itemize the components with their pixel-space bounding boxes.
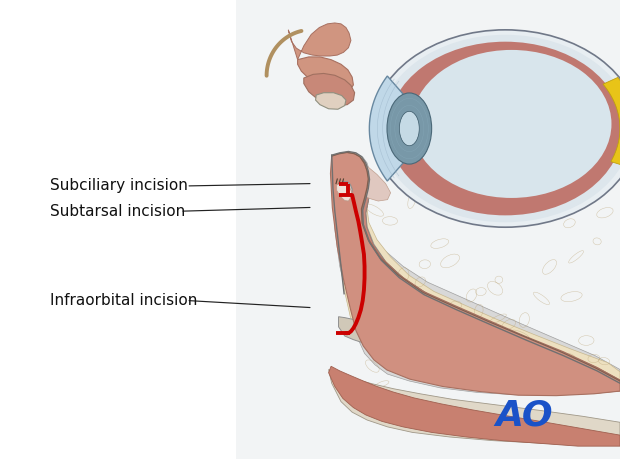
Polygon shape bbox=[370, 76, 403, 181]
Polygon shape bbox=[236, 0, 620, 459]
Polygon shape bbox=[339, 317, 419, 351]
Text: AO: AO bbox=[495, 398, 552, 432]
Text: Subtarsal incision: Subtarsal incision bbox=[50, 204, 185, 218]
Circle shape bbox=[372, 30, 620, 227]
Text: Subciliary incision: Subciliary incision bbox=[50, 179, 187, 193]
Polygon shape bbox=[316, 93, 346, 109]
Polygon shape bbox=[603, 78, 620, 167]
Circle shape bbox=[412, 50, 611, 198]
Polygon shape bbox=[337, 183, 352, 201]
Ellipse shape bbox=[399, 112, 419, 146]
Circle shape bbox=[388, 42, 620, 215]
Polygon shape bbox=[288, 23, 351, 60]
Polygon shape bbox=[334, 155, 620, 395]
Polygon shape bbox=[329, 366, 620, 446]
Polygon shape bbox=[330, 152, 620, 396]
Text: Infraorbital incision: Infraorbital incision bbox=[50, 293, 197, 308]
Polygon shape bbox=[346, 154, 391, 201]
Polygon shape bbox=[340, 182, 352, 198]
Polygon shape bbox=[304, 73, 355, 106]
Polygon shape bbox=[332, 152, 620, 395]
Circle shape bbox=[379, 35, 620, 222]
Polygon shape bbox=[338, 158, 620, 389]
Polygon shape bbox=[298, 57, 353, 92]
Polygon shape bbox=[329, 369, 620, 445]
Ellipse shape bbox=[387, 93, 432, 164]
